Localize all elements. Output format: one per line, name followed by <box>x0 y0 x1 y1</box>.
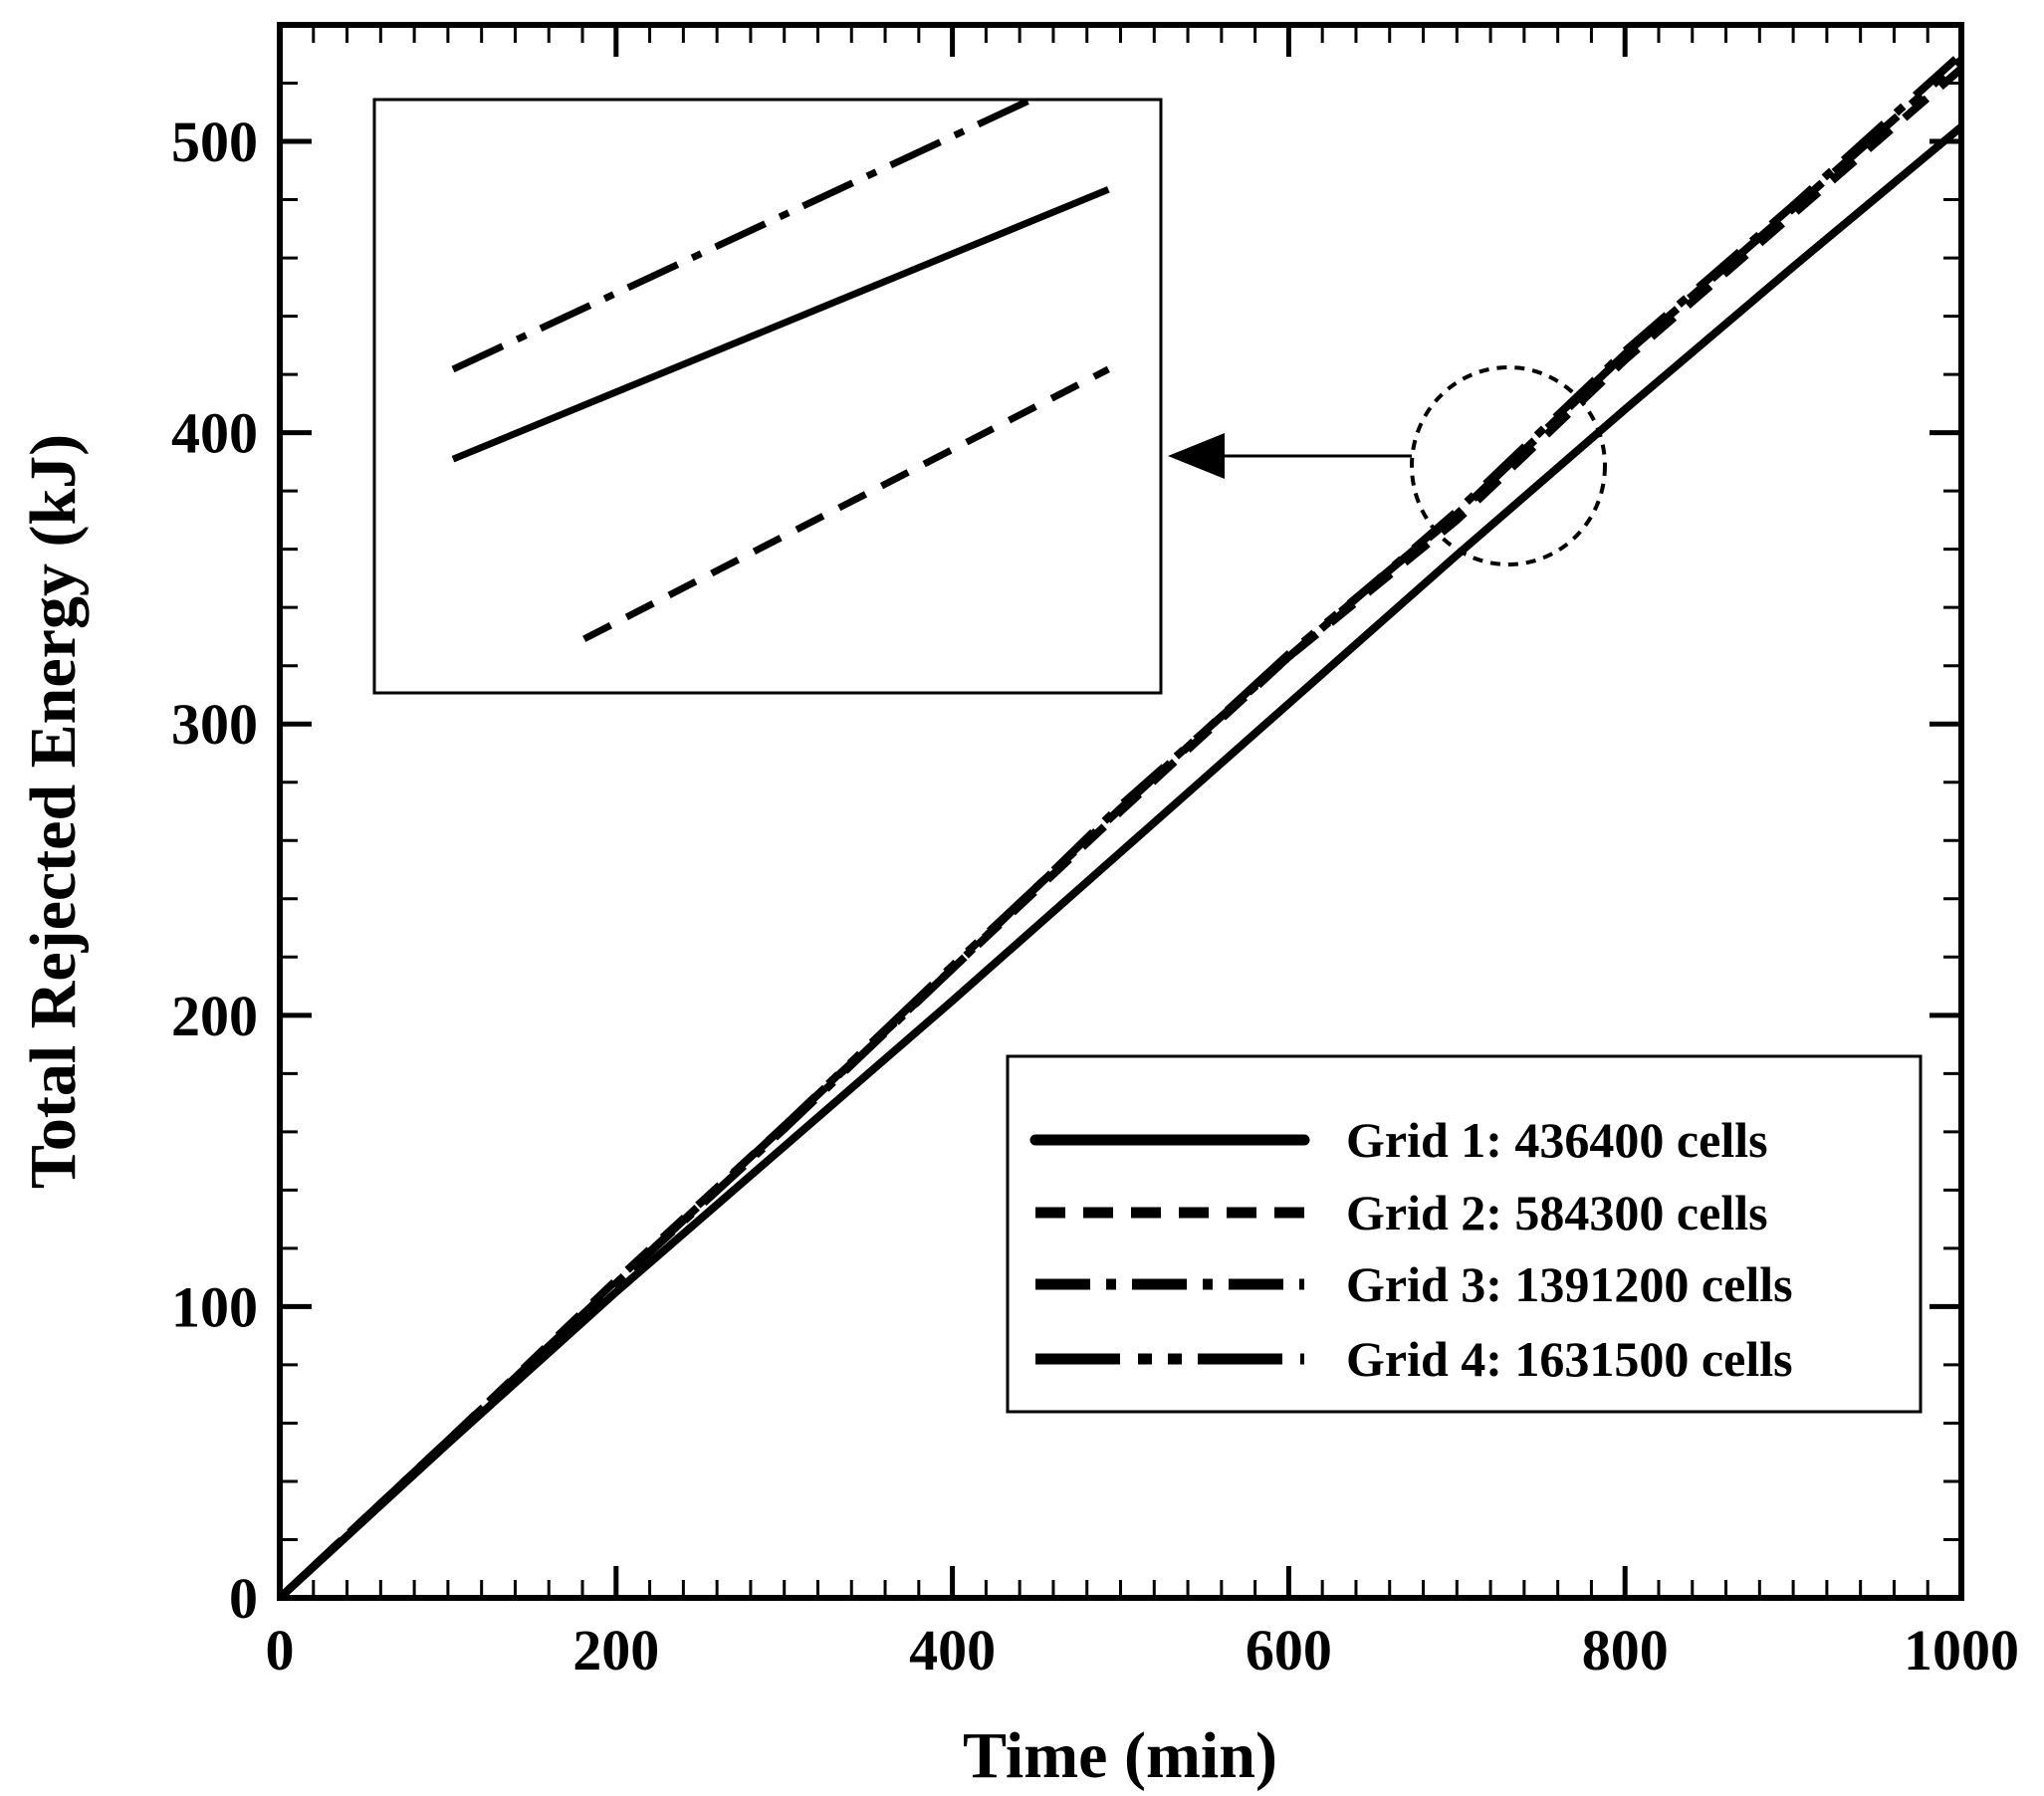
y-axis-title: Total Rejected Energy (kJ) <box>17 434 90 1189</box>
y-tick-label: 0 <box>229 1566 258 1631</box>
inset-series-line-1 <box>451 100 1040 373</box>
axis-tick-labels: 0 200 400 600 800 1000 0 100 200 300 400 500 <box>171 110 2019 1683</box>
inset-series-line-3 <box>582 365 1110 642</box>
inset-frame <box>372 98 1163 695</box>
series-line-grid-3 <box>277 51 1964 1601</box>
y-tick-label: 200 <box>171 984 258 1048</box>
series-line-grid-1 <box>277 123 1964 1601</box>
x-tick-label: 800 <box>1582 1618 1669 1683</box>
y-tick-label: 400 <box>171 401 258 466</box>
zoom-region-circle <box>1410 365 1607 566</box>
legend-label-grid-3: Grid 3: 1391200 cells <box>1346 1256 1793 1312</box>
inset-zoom <box>372 98 1163 695</box>
x-tick-label: 200 <box>572 1618 659 1683</box>
zoom-arrow-head <box>1168 433 1225 479</box>
y-tick-label: 500 <box>171 110 258 174</box>
series-group <box>277 51 1964 1601</box>
series-line-grid-4 <box>277 57 1964 1601</box>
inset-series-line-2 <box>451 186 1110 463</box>
legend-frame <box>1006 1054 1923 1414</box>
x-tick-label: 400 <box>909 1618 996 1683</box>
x-tick-label: 1000 <box>1904 1618 2019 1683</box>
plot-frame <box>277 22 1964 1601</box>
y-tick-label: 100 <box>171 1274 258 1339</box>
legend: Grid 1: 436400 cells Grid 2: 584300 cell… <box>1006 1054 1923 1414</box>
x-tick-label: 0 <box>266 1618 295 1683</box>
x-axis-title: Time (min) <box>963 1719 1277 1792</box>
y-tick-label: 300 <box>171 692 258 757</box>
legend-label-grid-1: Grid 1: 436400 cells <box>1346 1112 1768 1168</box>
x-tick-label: 600 <box>1246 1618 1332 1683</box>
legend-label-grid-2: Grid 2: 584300 cells <box>1346 1185 1768 1240</box>
legend-label-grid-4: Grid 4: 1631500 cells <box>1346 1331 1793 1387</box>
